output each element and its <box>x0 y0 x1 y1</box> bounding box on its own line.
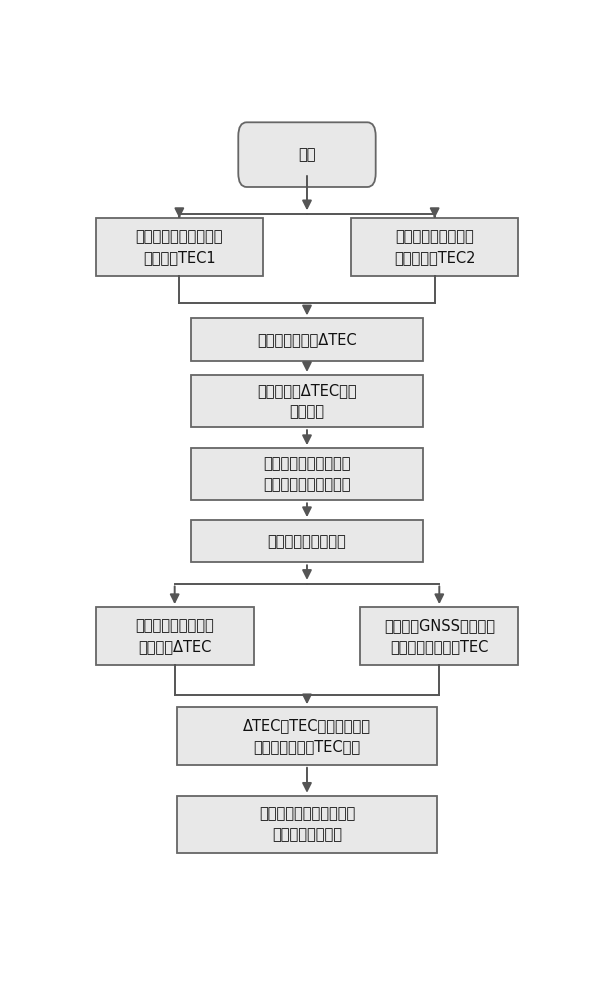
FancyBboxPatch shape <box>361 607 518 665</box>
Text: 主控站建立增量式电离
层模型，生成模型参数: 主控站建立增量式电离 层模型，生成模型参数 <box>263 456 351 492</box>
Text: 用户根据GNSS自身广播
星历模型参数计算TEC: 用户根据GNSS自身广播 星历模型参数计算TEC <box>384 618 495 654</box>
Text: 各监测站利用双频观
测数据计算TEC2: 各监测站利用双频观 测数据计算TEC2 <box>394 229 476 265</box>
FancyBboxPatch shape <box>96 218 263 276</box>
Text: 用户根据增量式模型
参数计算ΔTEC: 用户根据增量式模型 参数计算ΔTEC <box>135 618 214 654</box>
FancyBboxPatch shape <box>96 607 253 665</box>
Text: ΔTEC与TEC相加得到准确
度更高的电离层TEC参数: ΔTEC与TEC相加得到准确 度更高的电离层TEC参数 <box>243 718 371 754</box>
FancyBboxPatch shape <box>191 375 423 427</box>
Text: 计算各监测站的ΔTEC: 计算各监测站的ΔTEC <box>257 332 357 347</box>
FancyBboxPatch shape <box>177 796 437 853</box>
FancyBboxPatch shape <box>191 448 423 500</box>
Text: 各监测站的ΔTEC传送
给主控站: 各监测站的ΔTEC传送 给主控站 <box>257 383 357 419</box>
FancyBboxPatch shape <box>191 520 423 562</box>
Text: 模型参数发播给用户: 模型参数发播给用户 <box>268 534 346 549</box>
Text: 开始: 开始 <box>298 147 316 162</box>
Text: 计算用户到卫星之间传播
路径的电离层延迟: 计算用户到卫星之间传播 路径的电离层延迟 <box>259 807 355 843</box>
FancyBboxPatch shape <box>238 122 376 187</box>
FancyBboxPatch shape <box>191 318 423 361</box>
FancyBboxPatch shape <box>177 707 437 765</box>
Text: 各监测站利用广播星历
模型计算TEC1: 各监测站利用广播星历 模型计算TEC1 <box>135 229 223 265</box>
FancyBboxPatch shape <box>351 218 518 276</box>
